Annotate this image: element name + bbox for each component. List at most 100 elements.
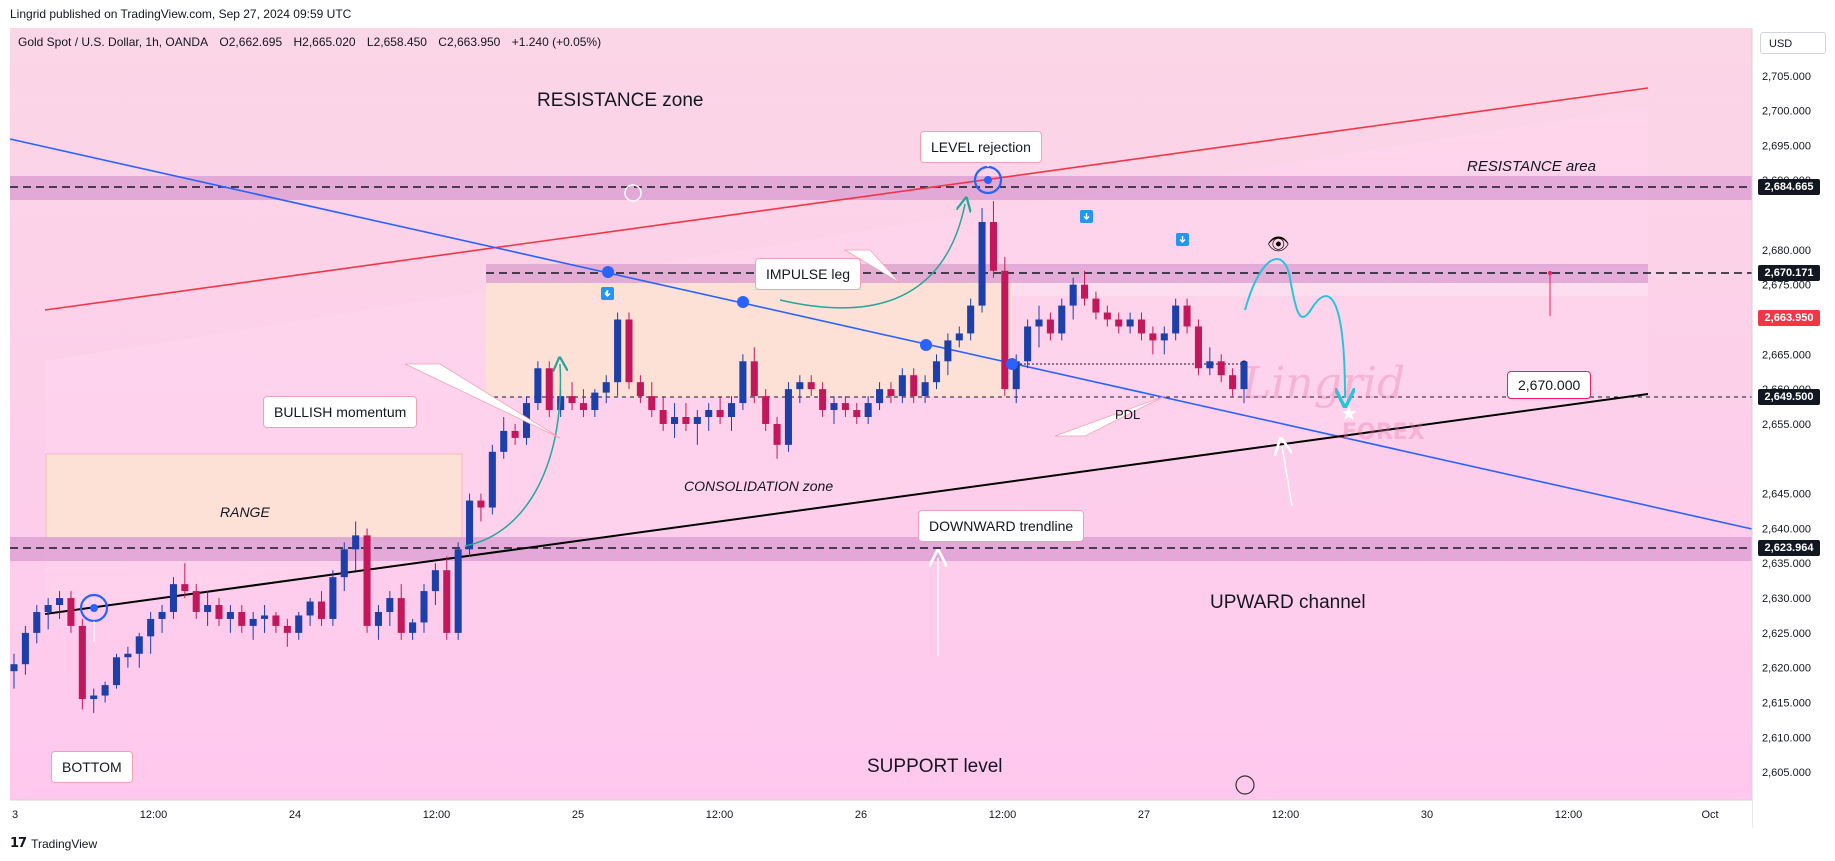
target-price-label[interactable]: 2,670.000 bbox=[1507, 371, 1592, 399]
candle-body bbox=[1012, 361, 1020, 390]
candle-body bbox=[147, 618, 155, 637]
candle-body bbox=[727, 403, 736, 417]
down-arrow-icon bbox=[1179, 236, 1186, 243]
price-tick-8: 2,655.000 bbox=[1762, 419, 1811, 431]
price-tick-11: 2,635.000 bbox=[1762, 558, 1811, 570]
bullish-momentum-label[interactable]: BULLISH momentum bbox=[263, 396, 418, 428]
footer-brand: TradingView bbox=[31, 836, 98, 851]
price-chart[interactable]: ★ 👁 2,705.0002,700.0002,695.0002,690.000… bbox=[0, 28, 1835, 828]
price-label-2649: 2,649.500 bbox=[1758, 389, 1820, 405]
candle-body bbox=[579, 403, 587, 411]
chart-area[interactable]: ★ 👁 2,705.0002,700.0002,695.0002,690.000… bbox=[0, 28, 1835, 828]
price-tick-12: 2,630.000 bbox=[1762, 593, 1811, 605]
ohlc-open: O2,662.695 bbox=[219, 35, 283, 49]
price-tick-16: 2,610.000 bbox=[1762, 732, 1811, 744]
candle-body bbox=[1149, 333, 1157, 341]
price-tick-2: 2,695.000 bbox=[1762, 140, 1811, 152]
candle-body bbox=[705, 410, 713, 417]
consolidation-zone-box bbox=[486, 264, 1012, 397]
price-label-current: 2,663.950 bbox=[1758, 310, 1820, 326]
candle-body bbox=[989, 222, 997, 271]
candle-body bbox=[1206, 361, 1214, 369]
bullish-arrow bbox=[464, 364, 560, 547]
candle-body bbox=[21, 632, 29, 665]
time-axis[interactable] bbox=[10, 800, 1752, 828]
candle-body bbox=[932, 361, 941, 383]
time-tick-9: 12:00 bbox=[1272, 809, 1300, 821]
candle-body bbox=[33, 611, 41, 633]
time-tick-3: 12:00 bbox=[423, 809, 451, 821]
candle-body bbox=[386, 598, 394, 612]
candle-body bbox=[295, 615, 303, 633]
candle-body bbox=[545, 368, 553, 411]
candle-body bbox=[500, 430, 508, 452]
candle-body bbox=[101, 685, 109, 696]
candle-body bbox=[864, 403, 872, 417]
candle-body bbox=[78, 625, 86, 700]
price-axis[interactable] bbox=[1752, 28, 1835, 828]
candle-body bbox=[363, 535, 371, 626]
candle-body bbox=[1092, 298, 1100, 313]
price-tick-14: 2,620.000 bbox=[1762, 663, 1811, 675]
time-tick-4: 25 bbox=[572, 809, 584, 821]
resistance-trendline bbox=[44, 87, 1649, 311]
eye-icon: 👁 bbox=[1267, 234, 1290, 255]
candle-body bbox=[773, 423, 781, 445]
resistance-area-label: RESISTANCE area bbox=[1467, 158, 1596, 175]
candle-body bbox=[1069, 284, 1077, 306]
time-tick-2: 24 bbox=[289, 809, 301, 821]
level-rejection-label[interactable]: LEVEL rejection bbox=[920, 131, 1042, 163]
event-icon[interactable] bbox=[624, 184, 642, 202]
candle-body bbox=[1001, 270, 1009, 390]
price-tick-6: 2,665.000 bbox=[1762, 349, 1811, 361]
time-tick-8: 27 bbox=[1138, 809, 1150, 821]
candle-body bbox=[967, 305, 975, 334]
candle-body bbox=[693, 417, 701, 424]
price-label-2670: 2,670.171 bbox=[1758, 265, 1820, 281]
candle-body bbox=[44, 605, 52, 612]
candle-body bbox=[1035, 319, 1043, 327]
publish-header: Lingrid published on TradingView.com, Se… bbox=[0, 0, 1835, 28]
ohlc-close: C2,663.950 bbox=[438, 35, 501, 49]
candle-body bbox=[135, 636, 143, 654]
star-icon: ★ bbox=[1340, 401, 1358, 425]
currency-selector[interactable]: USD bbox=[1760, 32, 1826, 54]
candle-body bbox=[431, 570, 439, 592]
candle-body bbox=[1183, 305, 1191, 327]
tradingview-logo-icon: 17 bbox=[10, 836, 27, 851]
trend-touch-1 bbox=[602, 266, 614, 278]
candle-body bbox=[181, 584, 189, 592]
down-arrow-icon bbox=[1083, 213, 1090, 220]
candle-body bbox=[10, 664, 18, 672]
candle-body bbox=[921, 382, 929, 397]
support-band bbox=[10, 537, 1752, 561]
candle-body bbox=[910, 375, 918, 397]
time-axis-ticks: 3 12:00 24 12:00 25 12:00 26 12:00 27 12:00 30 12:0… bbox=[12, 809, 1719, 821]
impulse-leg-label[interactable]: IMPULSE leg bbox=[755, 258, 862, 290]
time-tick-5: 12:00 bbox=[706, 809, 734, 821]
candle-body bbox=[898, 375, 906, 397]
candle-body bbox=[557, 396, 565, 411]
candle-body bbox=[841, 403, 849, 411]
downward-trendline-label[interactable]: DOWNWARD trendline bbox=[918, 510, 1085, 542]
time-tick-10: 30 bbox=[1421, 809, 1433, 821]
target-dot bbox=[1548, 271, 1552, 275]
candle-body bbox=[625, 319, 633, 383]
lightning-icon[interactable] bbox=[1235, 775, 1255, 795]
candle-body bbox=[568, 396, 576, 404]
symbol-legend[interactable]: Gold Spot / U.S. Dollar, 1h, OANDA O2,66… bbox=[18, 35, 609, 49]
time-tick-7: 12:00 bbox=[989, 809, 1017, 821]
projection-path bbox=[1244, 258, 1345, 398]
bottom-label[interactable]: BOTTOM bbox=[51, 751, 133, 783]
ohlc-change: +1.240 (+0.05%) bbox=[511, 35, 602, 49]
support-level-label: SUPPORT level bbox=[867, 756, 1003, 777]
candle-body bbox=[454, 549, 462, 633]
candle-body bbox=[1172, 305, 1180, 334]
symbol-name: Gold Spot / U.S. Dollar, 1h, OANDA bbox=[18, 35, 209, 49]
candle-body bbox=[853, 410, 861, 417]
watermark-lingrid: Lingrid bbox=[1242, 358, 1406, 409]
time-tick-6: 26 bbox=[855, 809, 867, 821]
candle-body bbox=[1229, 375, 1237, 390]
upward-channel-line bbox=[44, 393, 1649, 615]
candlestick-series bbox=[10, 201, 1248, 713]
